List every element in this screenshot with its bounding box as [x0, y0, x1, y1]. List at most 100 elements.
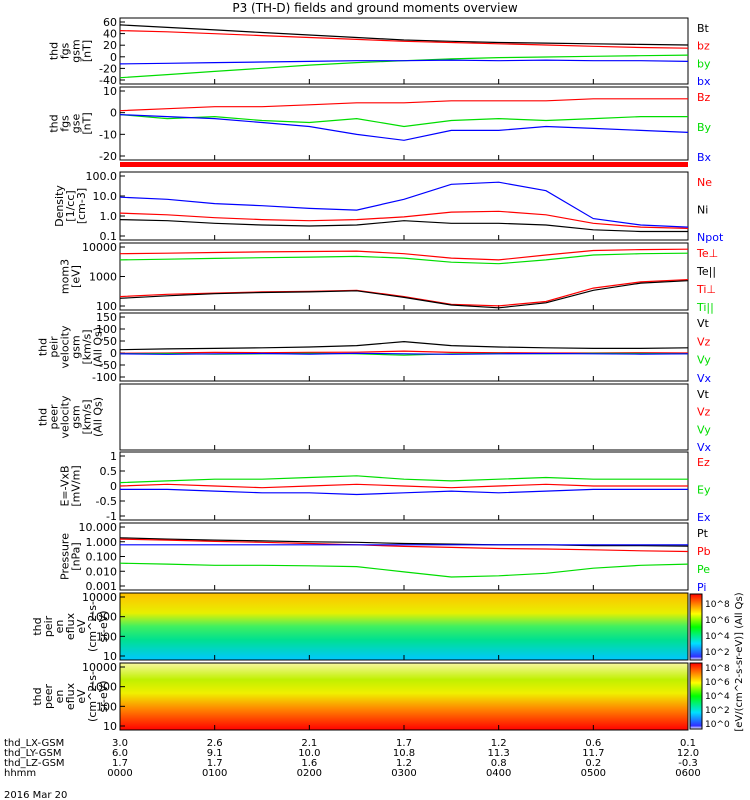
peer-velocity-ylabel-line: (All Qs): [92, 397, 105, 437]
pressure-ylabel-line: [nPa]: [70, 542, 83, 570]
pressure-legend-0: Pt: [697, 527, 709, 540]
colorbar-electron-tick: 10^0: [705, 720, 730, 730]
xaxis-row-label: thd_LZ-GSM: [4, 758, 65, 769]
colorbar-electron-tick: 10^8: [705, 664, 730, 674]
colorbar-electron-tick: 10^6: [705, 678, 730, 688]
xaxis-row-label: thd_LX-GSM: [4, 738, 64, 749]
peer-eflux-ylabel-line: sr-eV): [97, 680, 110, 712]
density-legend-2: Npot: [697, 231, 724, 244]
xaxis-tick-label: 1.2: [396, 758, 412, 769]
temperature-ytick-label: 100: [96, 300, 117, 313]
fgs-gsm-ytick-label: 40: [103, 28, 117, 41]
peer-velocity-legend-2: Vy: [697, 423, 711, 436]
fgs-gsm-ylabel-line: thd: [48, 42, 61, 60]
peer-eflux-ytick-label: 1000: [89, 681, 117, 694]
efield-ytick-label: 0.5: [100, 465, 118, 478]
density-series-Npot: [119, 181, 689, 228]
density-ytick-label: 1.0: [100, 210, 118, 223]
colorbar-ion-tick: 10^6: [705, 616, 730, 626]
fgs-gsm-legend-1: bz: [697, 40, 710, 53]
colorbar: 10^8 10^6 10^4 10^2 10^8 10^6 10^4 10^2 10^0 [eV…: [689, 592, 745, 732]
xaxis-tick-label: 0000: [107, 768, 132, 779]
density-ylabel-line: Density: [53, 185, 66, 227]
xaxis-tick-label: 0.1: [680, 738, 696, 749]
peir-eflux-spectrogram: [120, 593, 688, 660]
peir-velocity-series-Vt: [119, 340, 689, 351]
peir-eflux-ylabel-line: eflux: [64, 612, 77, 640]
peer-eflux-ylabel-line: en: [53, 690, 66, 704]
temperature-legend-3: Ti||: [696, 301, 714, 314]
xaxis-tick-label: 1.7: [396, 738, 412, 749]
xaxis-tick-label: 11.7: [582, 748, 604, 759]
efield-series-Ey: [119, 475, 688, 484]
fgs-gsm-frame: [119, 17, 689, 85]
peer-eflux-spectrogram: [120, 663, 688, 730]
peer-velocity-ylabel-line: gsm: [70, 405, 83, 428]
peer-velocity-ylabel-line: [km/s]: [81, 399, 94, 434]
peir-eflux-ylabel-line: eV: [75, 619, 88, 634]
fgs-gse-legend-1: By: [697, 121, 712, 134]
peer-eflux-ylabel-line: peer: [42, 684, 55, 710]
fgs-gsm-ylabel-line: [nT]: [81, 40, 94, 62]
pressure-ylabel: Pressure[nPa]: [59, 533, 83, 580]
xaxis-row-label: thd_LY-GSM: [4, 748, 61, 759]
temperature-legend-2: Ti⊥: [696, 283, 716, 296]
peer-eflux-ylabel-line: (cm^2-s-: [86, 671, 99, 722]
xaxis-tick-label: -0.3: [678, 758, 698, 769]
xaxis-tick-label: 10.0: [298, 748, 320, 759]
xaxis-tick-label: 9.1: [207, 748, 223, 759]
pressure-frame: [119, 522, 689, 591]
fgs-gse-legend-0: Bz: [697, 91, 711, 104]
temperature-series-Ti||: [119, 252, 689, 265]
temperature-legend-0: Te⊥: [696, 247, 718, 260]
fgs-gsm-ytick-label: 20: [103, 39, 117, 52]
peir-velocity-ylabel-line: velocity: [59, 325, 72, 368]
fgs-gsm-series-bx: [119, 59, 689, 65]
peir-velocity-legend-0: Vt: [697, 317, 710, 330]
density-ytick-label: 0.1: [100, 230, 118, 243]
density-ylabel-line: [cm-3]: [75, 188, 88, 224]
fgs-gse-ylabel-line: fgs: [59, 115, 72, 132]
peir-eflux-ylabel-line: (cm^2-s-: [86, 601, 99, 652]
xaxis-tick-label: 6.0: [112, 748, 128, 759]
date-label: 2016 Mar 20: [4, 790, 67, 800]
xaxis-row-label: hhmm: [4, 768, 36, 779]
efield-series-Ex: [120, 488, 688, 496]
efield-ylabel-line: [mV/m]: [70, 465, 83, 506]
density-ytick-label: 10.0: [93, 190, 118, 203]
efield-ytick-label: 1: [110, 450, 117, 463]
peir-velocity-ytick-label: 50: [103, 335, 117, 348]
temperature-legend-1: Te||: [696, 265, 716, 278]
temperature-series-Te⊥: [119, 279, 689, 307]
colorbar-ion-tick: 10^4: [705, 632, 730, 642]
efield-series-Ez: [119, 483, 688, 489]
density-series-Ni: [119, 219, 688, 233]
pressure-series-Pt: [119, 537, 689, 547]
pressure-series-Pe: [119, 562, 689, 578]
peir-eflux-ytick-label: 100: [96, 630, 117, 643]
pressure-legend-2: Pe: [697, 563, 710, 576]
fgs-gse-ylabel-line: gse: [70, 114, 83, 134]
xaxis-tick-label: 0500: [581, 768, 606, 779]
peer-velocity-legend-3: Vx: [697, 441, 712, 454]
fgs-gsm-ylabel-line: fgs: [59, 42, 72, 59]
colorbar-label: [eV/(cm^2-s-sr-eV)] (All Qs): [734, 592, 745, 731]
fgs-gse-ytick-label: -10: [99, 128, 117, 141]
peir-eflux-ylabel-line: sr-eV): [97, 610, 110, 642]
xaxis-tick-label: 1.7: [112, 758, 128, 769]
xaxis-tick-label: 1.7: [207, 758, 223, 769]
xaxis-tick-label: 0200: [297, 768, 322, 779]
peir-velocity-ylabel-line: peir: [48, 336, 61, 358]
temperature-ylabel: mom3[eV]: [59, 259, 83, 294]
peir-eflux-ylabel-line: thd: [31, 617, 44, 635]
xaxis-tick-label: 0.6: [585, 738, 601, 749]
colorbar-ion-tick: 10^8: [705, 600, 730, 610]
peir-eflux-ytick-label: 10: [103, 650, 117, 663]
peir-velocity-ylabel-line: (All Qs): [92, 327, 105, 367]
pressure-series-Pb: [119, 538, 689, 553]
peer-velocity-frame: [119, 383, 689, 451]
peir-velocity-legend-3: Vx: [697, 372, 712, 385]
